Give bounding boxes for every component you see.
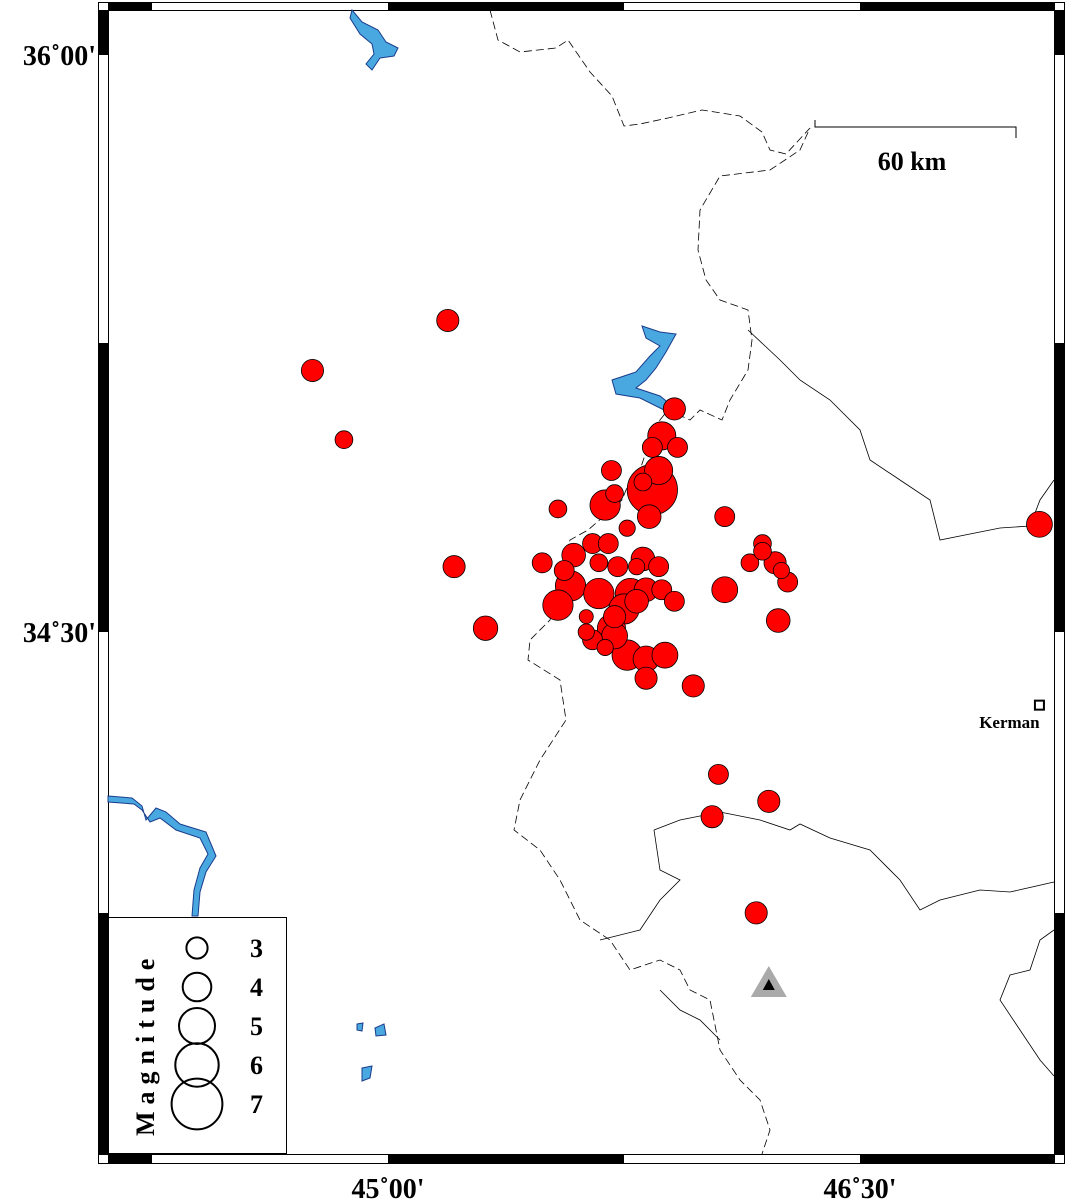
frame-tick-bar — [388, 3, 624, 10]
earthquake-event — [589, 553, 609, 573]
frame-tick-bar — [99, 913, 108, 1155]
scale-bar-label: 60 km — [878, 147, 947, 176]
earthquake-event — [553, 560, 575, 581]
earthquake-event — [436, 308, 460, 332]
province-border-se — [999, 929, 1055, 1077]
legend-circle — [170, 1077, 224, 1131]
province-border-sw — [659, 989, 721, 1041]
international-border — [489, 9, 811, 1155]
province-border-south — [653, 811, 1055, 911]
earthquake-event — [753, 541, 772, 561]
earthquake-event — [740, 553, 760, 573]
small-lake-3 — [361, 1065, 373, 1082]
station-marker — [750, 965, 787, 997]
earthquake-event — [644, 456, 674, 485]
earthquake-event — [641, 437, 663, 458]
earthquake-event — [662, 397, 686, 421]
small-lake-1 — [356, 1022, 364, 1032]
y-tick-label: 36˚00' — [23, 41, 96, 72]
legend-circle — [174, 1042, 220, 1088]
magnitude-legend: Magnitude 3 4 5 6 7 — [108, 917, 287, 1154]
legend-label: 7 — [250, 1090, 263, 1119]
earthquake-event — [765, 608, 791, 633]
small-lake-2 — [374, 1023, 387, 1037]
frame-tick-bar — [108, 1155, 152, 1163]
earthquake-event — [578, 609, 594, 625]
province-border-south2 — [599, 829, 681, 941]
frame-tick-bar — [1055, 913, 1064, 1155]
earthquake-event — [334, 430, 354, 449]
province-border-east — [747, 329, 1055, 541]
borders — [489, 9, 1055, 1155]
frame-tick-bar — [99, 10, 108, 55]
frame-tick-bar — [860, 1155, 1055, 1163]
square-marker-icon — [1033, 699, 1045, 711]
earthquake-event — [597, 533, 619, 554]
earthquake-event — [634, 666, 658, 690]
frame-tick-bar — [108, 3, 152, 10]
earthquake-event — [542, 589, 574, 621]
earthquake-event — [708, 763, 729, 785]
earthquake-event — [607, 556, 629, 578]
earthquake-event — [667, 437, 688, 458]
earthquake-event — [577, 623, 595, 641]
earthquake-event — [596, 638, 614, 656]
earthquake-event — [757, 789, 781, 813]
earthquake-event — [714, 506, 736, 528]
earthquake-event — [601, 460, 622, 481]
frame-tick-bar — [99, 343, 108, 632]
frame-tick-bar — [1055, 343, 1064, 632]
legend-label: 5 — [250, 1012, 263, 1041]
map-frame — [98, 2, 1065, 1164]
x-tick-label: 46˚30' — [823, 1174, 896, 1203]
earthquake-event — [663, 590, 685, 612]
scale-bar: 60 km — [814, 120, 1017, 176]
legend-circle — [185, 936, 209, 960]
earthquake-event — [603, 605, 627, 629]
earthquake-event — [300, 358, 324, 382]
earthquake-event — [1026, 510, 1053, 538]
frame-tick-bar — [1055, 10, 1064, 55]
earthquake-event — [711, 576, 739, 604]
earthquake-event — [531, 552, 553, 574]
earthquake-event — [548, 499, 568, 519]
city-kerman: Kerman — [979, 699, 1045, 732]
reservoir — [611, 325, 677, 411]
legend-label: 6 — [250, 1051, 263, 1080]
earthquake-event — [772, 561, 790, 580]
earthquake-event — [636, 504, 662, 529]
axis-labels: 45˚00' 46˚30' 36˚00' 34˚30' — [23, 41, 897, 1203]
earthquake-events — [300, 308, 1053, 925]
earthquake-event — [605, 484, 624, 503]
earthquake-event — [633, 472, 653, 492]
city-label: Kerman — [979, 713, 1040, 732]
earthquake-event — [442, 555, 466, 579]
y-tick-label: 34˚30' — [23, 618, 96, 649]
lake-north — [349, 8, 399, 71]
legend-label: 4 — [250, 973, 263, 1002]
frame-tick-bar — [860, 3, 1055, 10]
earthquake-event — [651, 641, 679, 669]
earthquake-event — [472, 615, 499, 641]
x-tick-label: 45˚00' — [351, 1174, 424, 1203]
frame-tick-bar — [388, 1155, 624, 1163]
legend-circle — [181, 971, 213, 1003]
earthquake-event — [681, 674, 705, 698]
earthquake-event — [628, 558, 646, 576]
earthquake-event — [700, 805, 724, 829]
legend-label: 3 — [250, 934, 263, 963]
earthquake-event — [583, 578, 615, 610]
legend-title: Magnitude — [131, 952, 160, 1136]
earthquake-event — [744, 901, 768, 925]
earthquake-event — [648, 556, 670, 578]
earthquake-event — [618, 519, 636, 537]
earthquake-event — [624, 589, 649, 614]
river-west — [107, 795, 217, 917]
